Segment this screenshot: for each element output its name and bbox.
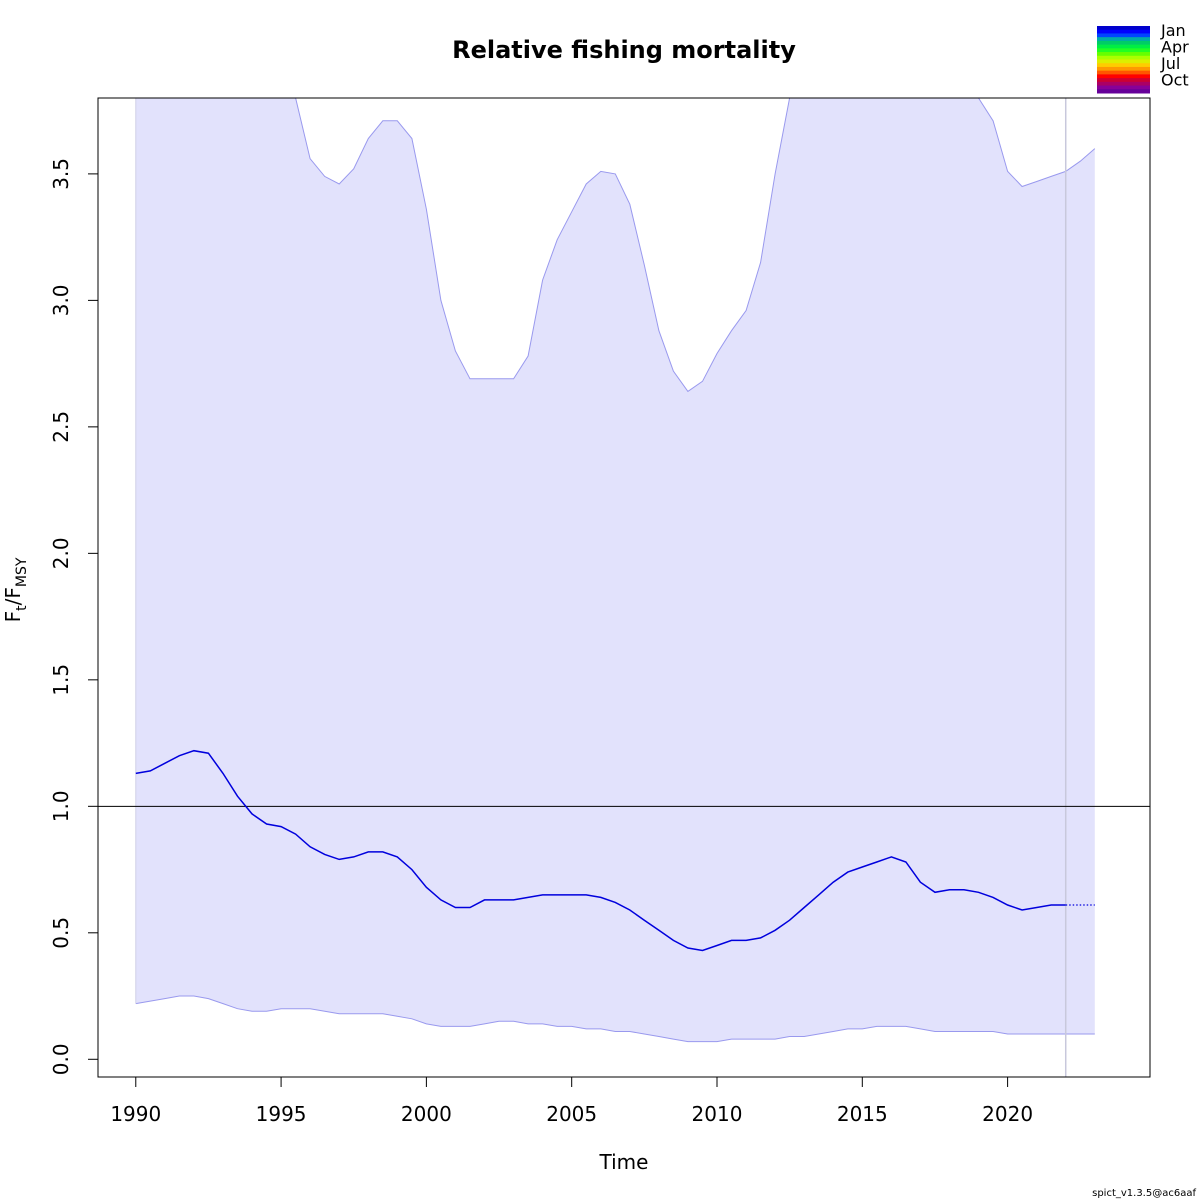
- legend-color-swatch: [1097, 81, 1150, 87]
- legend-color-swatch: [1097, 70, 1150, 75]
- y-tick-label: 0.0: [49, 1043, 73, 1075]
- version-footer: spict_v1.3.5@ac6aaf: [1092, 1188, 1196, 1199]
- legend-color-swatch: [1097, 33, 1150, 38]
- legend-label: Jan: [1160, 21, 1186, 40]
- chart-title: Relative fishing mortality: [452, 36, 796, 64]
- x-tick-label: 2010: [692, 1102, 743, 1126]
- x-axis: 1990 1995 2000 2005 2010 2015 2020: [110, 1076, 1033, 1126]
- legend-color-swatch: [1097, 89, 1150, 94]
- confidence-band: [135, 98, 1095, 1042]
- y-axis-label: Ft/FMSY: [1, 557, 30, 622]
- y-tick-label: 2.5: [49, 411, 73, 443]
- legend-color-swatch: [1097, 52, 1150, 57]
- estimate-line: [135, 749, 1066, 952]
- legend-color-swatch: [1097, 37, 1150, 42]
- y-tick-label: 0.5: [49, 917, 73, 949]
- y-label-main: F: [1, 611, 25, 623]
- legend-color-swatch: [1097, 74, 1150, 79]
- y-tick-label: 1.0: [49, 790, 73, 822]
- y-label-sub-msy: MSY: [14, 557, 30, 587]
- legend-label: Jul: [1160, 54, 1180, 73]
- y-label-sep: /F: [1, 587, 25, 605]
- legend-color-swatch: [1097, 55, 1150, 60]
- legend-color-swatch: [1097, 48, 1150, 53]
- x-tick-label: 1990: [110, 1102, 161, 1126]
- y-tick-label: 2.0: [49, 537, 73, 569]
- y-axis: 0.0 0.5 1.0 1.5 2.0 2.5 3.0 3.5: [49, 158, 99, 1075]
- legend-color-swatch: [1097, 59, 1150, 64]
- legend-label: Oct: [1161, 71, 1189, 90]
- legend-color-swatch: [1097, 63, 1150, 68]
- y-tick-label: 3.5: [49, 158, 73, 190]
- plot-area: [98, 97, 1150, 1077]
- legend-color-swatch: [1097, 40, 1150, 46]
- x-tick-label: 2015: [837, 1102, 888, 1126]
- band-lower-edge: [135, 995, 1095, 1043]
- legend-color-swatch: [1097, 85, 1150, 90]
- legend-color-swatch: [1097, 78, 1150, 83]
- x-tick-label: 2000: [401, 1102, 452, 1126]
- y-tick-label: 1.5: [49, 664, 73, 696]
- legend-color-swatch: [1097, 66, 1150, 72]
- legend-color-swatch: [1097, 26, 1150, 31]
- legend-color-swatch: [1097, 44, 1150, 49]
- x-tick-label: 2005: [546, 1102, 597, 1126]
- y-tick-label: 3.0: [49, 284, 73, 316]
- y-label-sub-t: t: [14, 605, 30, 611]
- x-tick-label: 1995: [256, 1102, 307, 1126]
- x-tick-label: 2020: [982, 1102, 1033, 1126]
- legend-label: Apr: [1161, 38, 1189, 57]
- legend-color-swatch: [1097, 29, 1150, 34]
- x-axis-label: Time: [599, 1150, 649, 1174]
